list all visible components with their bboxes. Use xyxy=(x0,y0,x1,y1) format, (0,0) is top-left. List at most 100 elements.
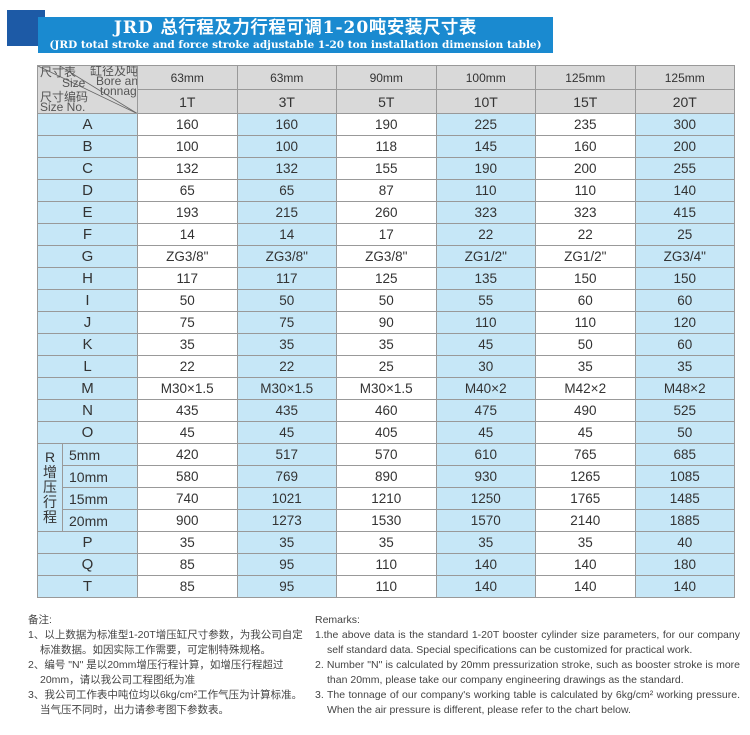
table-cell: 323 xyxy=(435,201,536,224)
table-row: P 35 35 35 35 35 40 xyxy=(37,531,735,554)
table-cell: 50 xyxy=(535,333,636,356)
table-cell: 160 xyxy=(535,135,636,158)
table-cell: 150 xyxy=(535,267,636,290)
r-group-char: 增 xyxy=(43,464,57,480)
table-cell: M30×1.5 xyxy=(336,377,437,400)
bore-row: 尺寸表 Size 缸径及吨位 Bore and tonnage 尺寸编码 Siz… xyxy=(37,65,735,114)
corner-size-cn: 尺寸表 xyxy=(40,65,77,79)
corner-bore-cn: 缸径及吨位 xyxy=(90,65,138,78)
table-cell: 45 xyxy=(435,333,536,356)
table-cell: 200 xyxy=(634,135,735,158)
table-row: B 100 100 118 145 160 200 xyxy=(37,135,735,158)
row-label: Q xyxy=(37,553,138,576)
table-cell: 35 xyxy=(634,355,735,378)
table-cell: 435 xyxy=(137,399,238,422)
table-cell: 140 xyxy=(435,553,536,576)
table-cell: 460 xyxy=(336,399,437,422)
table-row: M M30×1.5 M30×1.5 M30×1.5 M40×2 M42×2 M48×2 xyxy=(37,377,735,400)
table-cell: 35 xyxy=(236,531,337,554)
table-cell: 30 xyxy=(435,355,536,378)
table-cell: 200 xyxy=(535,157,636,180)
table-cell: 50 xyxy=(634,421,735,444)
table-row: 15mm 740 1021 1210 1250 1765 1485 xyxy=(38,487,735,510)
table-cell: 140 xyxy=(535,575,636,598)
table-cell: 60 xyxy=(634,289,735,312)
table-cell: 685 xyxy=(634,443,735,466)
table-cell: 190 xyxy=(336,113,437,136)
table-cell: 14 xyxy=(236,223,337,246)
table-cell: 35 xyxy=(236,333,337,356)
table-cell: 35 xyxy=(435,531,536,554)
table-cell: 117 xyxy=(137,267,238,290)
table-cell: 25 xyxy=(336,355,437,378)
table-cell: 140 xyxy=(435,575,536,598)
tonnage-header: 3T xyxy=(236,89,337,114)
table-row: G ZG3/8" ZG3/8" ZG3/8" ZG1/2" ZG1/2" ZG3/4" xyxy=(37,245,735,268)
corner-sizeno-cn: 尺寸编码 xyxy=(40,90,89,104)
table-cell: 260 xyxy=(336,201,437,224)
table-cell: 255 xyxy=(634,157,735,180)
table-cell: 25 xyxy=(634,223,735,246)
table-cell: 85 xyxy=(137,575,238,598)
tonnage-header: 5T xyxy=(336,89,437,114)
table-cell: 90 xyxy=(336,311,437,334)
table-cell: 40 xyxy=(634,531,735,554)
table-cell: 85 xyxy=(137,553,238,576)
row-label: L xyxy=(37,355,138,378)
table-cell: 118 xyxy=(336,135,437,158)
table-cell: 135 xyxy=(435,267,536,290)
table-cell: 95 xyxy=(236,575,337,598)
table-cell: 215 xyxy=(236,201,337,224)
table-cell: 415 xyxy=(634,201,735,224)
table-cell: 405 xyxy=(336,421,437,444)
row-label: T xyxy=(37,575,138,598)
table-cell: M48×2 xyxy=(634,377,735,400)
r-group-char: 压 xyxy=(43,479,57,495)
table-cell: 1210 xyxy=(336,487,437,510)
table-row: L 22 22 25 30 35 35 xyxy=(37,355,735,378)
table-cell: 235 xyxy=(535,113,636,136)
table-cell: 22 xyxy=(236,355,337,378)
table-cell: 110 xyxy=(336,575,437,598)
row-label: E xyxy=(37,201,138,224)
table-row: A 160 160 190 225 235 300 xyxy=(37,113,735,136)
table-cell: 45 xyxy=(137,421,238,444)
table-cell: 35 xyxy=(137,333,238,356)
table-cell: 1885 xyxy=(634,509,735,532)
tonnage-header: 10T xyxy=(435,89,536,114)
table-cell: 110 xyxy=(535,179,636,202)
table-cell: ZG3/8" xyxy=(336,245,437,268)
table-cell: 22 xyxy=(137,355,238,378)
table-cell: 1570 xyxy=(435,509,536,532)
notes-heading-en: Remarks: xyxy=(315,614,360,626)
table-row: T 85 95 110 140 140 140 xyxy=(37,575,735,598)
table-cell: 740 xyxy=(137,487,238,510)
table-cell: 435 xyxy=(236,399,337,422)
table-cell: 150 xyxy=(634,267,735,290)
bore-header: 125mm xyxy=(535,65,636,90)
table-cell: ZG1/2" xyxy=(435,245,536,268)
page-title: JRD 总行程及力行程可调1-20吨安装尺寸表 xyxy=(113,18,478,38)
corner-size-en: Size xyxy=(62,76,86,90)
note-en-1: 1.the above data is the standard 1-20T b… xyxy=(315,629,740,656)
stroke-label: 15mm xyxy=(62,487,138,510)
table-cell: 890 xyxy=(336,465,437,488)
corner-bore-en2: tonnage xyxy=(100,84,137,98)
table-cell: 60 xyxy=(634,333,735,356)
table-row: H 117 117 125 135 150 150 xyxy=(37,267,735,290)
bore-header: 63mm xyxy=(236,65,337,90)
table-cell: 35 xyxy=(336,333,437,356)
bore-header: 90mm xyxy=(336,65,437,90)
table-cell: 930 xyxy=(435,465,536,488)
table-cell: 517 xyxy=(236,443,337,466)
table-cell: 420 xyxy=(137,443,238,466)
table-cell: 1485 xyxy=(634,487,735,510)
r-group-char: 程 xyxy=(43,509,57,525)
table-cell: 110 xyxy=(535,311,636,334)
table-cell: ZG1/2" xyxy=(535,245,636,268)
table-row: 10mm 580 769 890 930 1265 1085 xyxy=(38,465,735,488)
table-row: N 435 435 460 475 490 525 xyxy=(37,399,735,422)
table-cell: ZG3/8" xyxy=(236,245,337,268)
table-row: 20mm 900 1273 1530 1570 2140 1885 xyxy=(38,509,735,532)
